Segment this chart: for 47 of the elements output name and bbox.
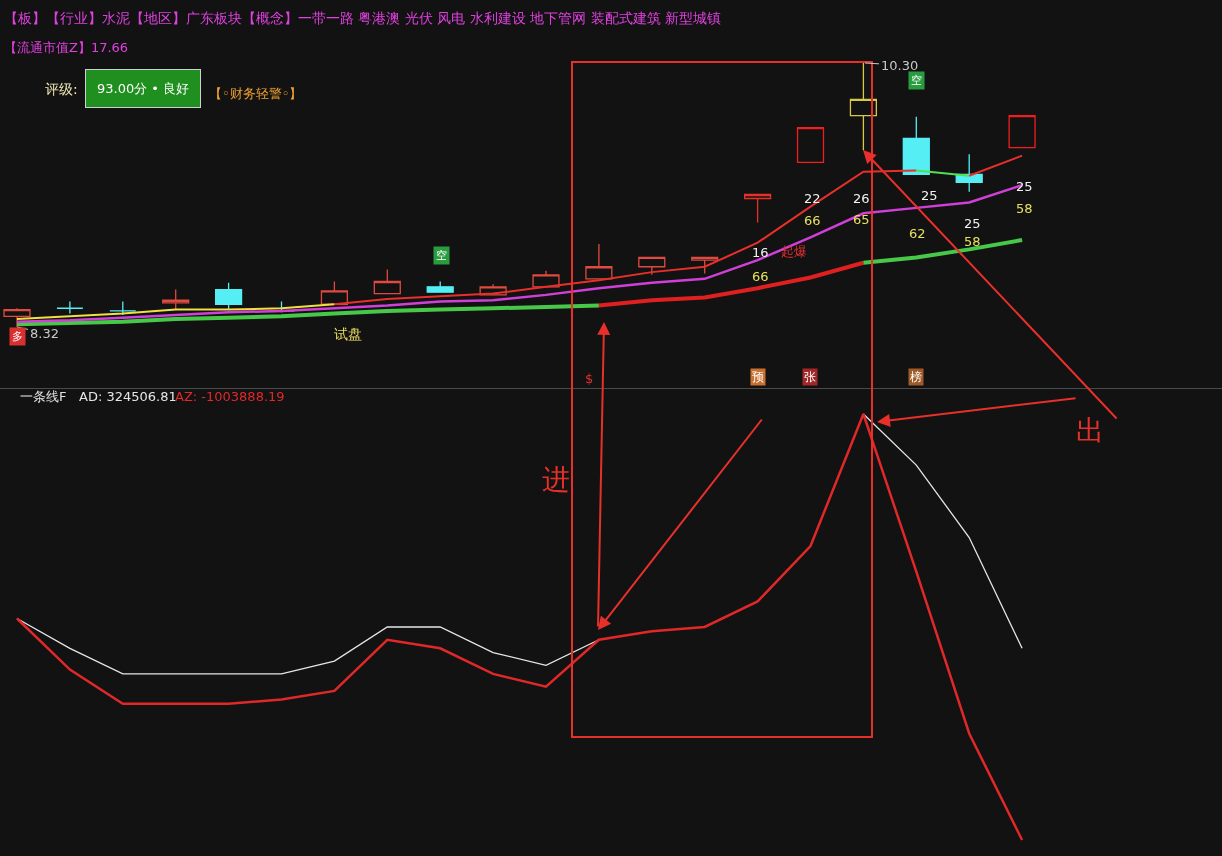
candlestick <box>532 270 560 288</box>
annotation: 58 <box>964 234 981 249</box>
candlestick <box>585 243 613 280</box>
annotation: 58 <box>1016 201 1033 216</box>
annotation: 66 <box>804 213 821 228</box>
annotation: 93.00分 • 良好 <box>97 81 190 96</box>
candlestick <box>426 280 454 293</box>
annotation: 26 <box>853 191 870 206</box>
annotation: 22 <box>804 191 821 206</box>
text: 多 <box>12 330 23 343</box>
text: 出 <box>1076 414 1104 447</box>
text: AZ: -1003888.19 <box>175 389 285 404</box>
candlestick <box>902 116 930 176</box>
chart-subtitle: 【流通市值Z】17.66 <box>4 40 129 55</box>
annotation: 62 <box>909 226 926 241</box>
chart-title: 【板】【行业】水泥【地区】广东板块【概念】一带一路 粤港澳 光伏 风电 水利建设 地下管网 装配式建筑 新型城镇 <box>4 10 722 26</box>
text: 张 <box>804 370 816 384</box>
annotation: 【◦财务轻警◦】 <box>209 86 303 101</box>
text: $ <box>585 371 594 386</box>
annotation: 评级: <box>45 81 78 97</box>
annotation: 进 <box>542 463 570 496</box>
annotation: 8.32 <box>30 326 59 341</box>
candlestick <box>1008 114 1036 149</box>
candlestick <box>373 268 401 295</box>
annotation: 16 <box>752 245 769 260</box>
annotation: 10.30 <box>881 58 919 73</box>
candlestick <box>214 282 243 311</box>
annotation: 66 <box>752 269 769 284</box>
candlestick <box>109 300 137 316</box>
text: 榜 <box>910 370 922 384</box>
annotation: 25 <box>964 216 981 231</box>
annotation: 65 <box>853 212 870 227</box>
candlestick <box>3 307 31 328</box>
text: AD: 324506.81 <box>79 389 177 404</box>
annotation: 起爆 <box>781 244 807 259</box>
chart-title: 一条线F <box>20 389 67 404</box>
annotation: 25 <box>1016 179 1033 194</box>
candlestick <box>162 288 190 311</box>
candlestick <box>56 300 84 315</box>
candlestick <box>796 126 825 164</box>
candlestick <box>849 61 878 151</box>
text: 预 <box>752 370 764 384</box>
annotation: 空 <box>911 74 922 87</box>
annotation: 空 <box>436 249 447 262</box>
annotation: 25 <box>921 188 938 203</box>
candlestick <box>743 193 772 224</box>
annotation: 试盘 <box>334 326 362 342</box>
